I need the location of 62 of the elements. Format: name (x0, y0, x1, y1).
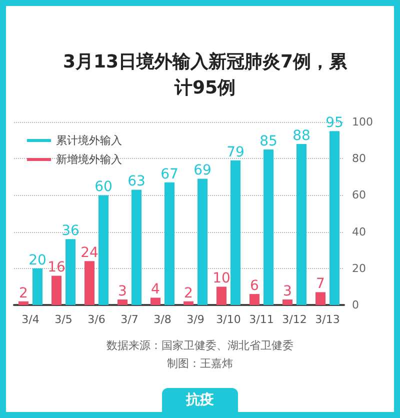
bar (330, 131, 340, 305)
data-label: 2 (184, 285, 193, 302)
bar (118, 300, 128, 305)
x-tick-label: 3/12 (282, 313, 307, 326)
x-tick-label: 3/7 (120, 313, 138, 326)
data-label: 36 (62, 223, 80, 240)
y-tick-label: 0 (352, 298, 359, 312)
bar (184, 301, 194, 305)
bar (32, 268, 42, 305)
bar (98, 195, 108, 305)
bar (264, 149, 274, 305)
y-tick-label: 100 (352, 116, 373, 128)
bar (164, 182, 174, 305)
x-tick-label: 3/9 (186, 313, 204, 326)
data-label: 79 (226, 144, 244, 160)
chart-title: 3月13日境外输入新冠肺炎7例，累计95例 (62, 52, 348, 98)
x-tick-label: 3/4 (22, 313, 40, 326)
data-label: 60 (94, 179, 112, 196)
bar (216, 286, 226, 305)
x-tick-label: 3/11 (249, 313, 274, 326)
bar (230, 160, 240, 305)
data-label: 88 (292, 128, 310, 144)
data-label: 3 (118, 284, 127, 300)
data-label: 4 (151, 282, 160, 298)
data-label: 3 (283, 284, 292, 300)
data-label: 69 (194, 162, 212, 179)
data-label: 10 (212, 270, 230, 287)
data-label: 6 (250, 278, 260, 294)
text: 制图：王嘉炜 (167, 357, 233, 370)
y-tick-label: 80 (352, 152, 366, 166)
text: 抗疫 (185, 391, 214, 408)
bar (282, 300, 292, 305)
legend-label: 累计境外输入 (56, 134, 122, 147)
legend-label: 新增境外输入 (56, 153, 122, 166)
data-label: 16 (48, 260, 66, 276)
bar (66, 239, 76, 305)
data-label: 85 (260, 133, 278, 150)
y-tick-label: 40 (352, 225, 366, 238)
bar (316, 292, 326, 305)
x-tick-label: 3/10 (216, 313, 241, 326)
bar (84, 261, 94, 305)
x-tick-label: 3/5 (54, 313, 72, 326)
data-label: 63 (128, 174, 146, 190)
y-tick-label: 60 (352, 188, 366, 202)
source-note: 数据来源：国家卫健委、湖北省卫健委 (106, 339, 294, 352)
bar (198, 178, 208, 305)
bar (250, 294, 260, 305)
data-label: 67 (160, 166, 178, 182)
data-label: 24 (80, 245, 98, 262)
bar (296, 144, 306, 305)
x-tick-label: 3/13 (315, 313, 340, 326)
data-label: 2 (19, 285, 28, 302)
bar (150, 298, 160, 305)
bar (52, 276, 62, 305)
data-label: 20 (28, 252, 46, 268)
bar (132, 190, 142, 305)
y-tick-label: 20 (352, 262, 366, 275)
x-tick-label: 3/8 (154, 313, 172, 326)
data-label: 95 (326, 115, 344, 132)
x-tick-label: 3/6 (88, 313, 106, 326)
data-label: 7 (316, 276, 325, 292)
bar (18, 301, 28, 305)
